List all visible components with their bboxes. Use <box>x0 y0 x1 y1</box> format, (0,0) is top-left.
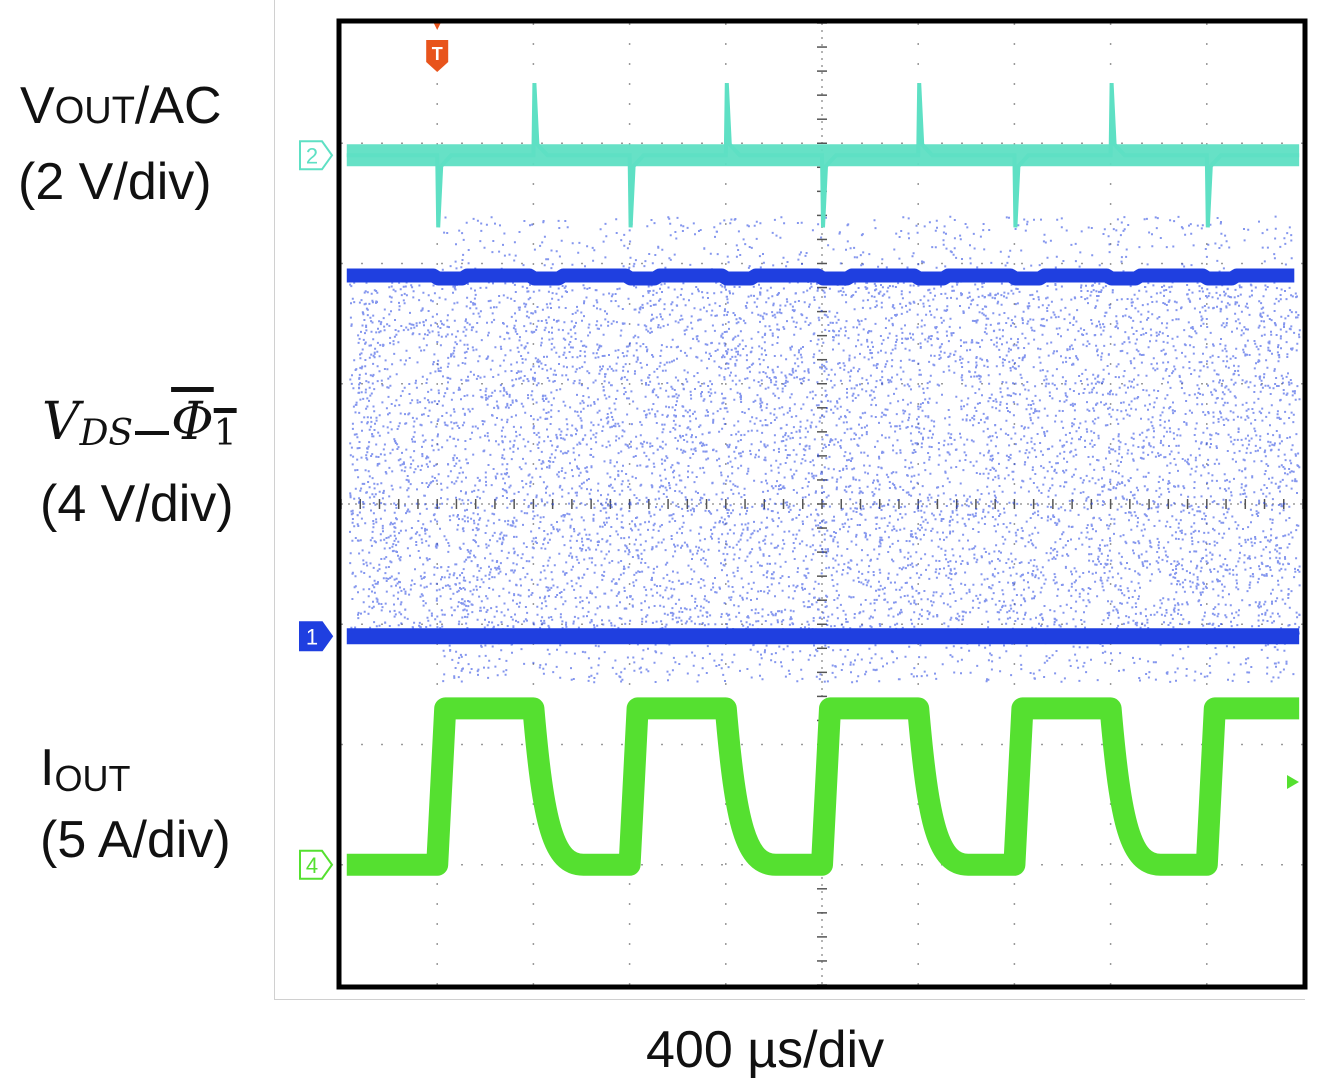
ch2-marker-shape <box>299 140 334 171</box>
ch2-marker: 2 <box>299 140 334 171</box>
ch4-marker: 4 <box>299 849 334 880</box>
vds-scale-label: (4 V/div) <box>40 475 234 533</box>
trigger-marker-tip <box>433 22 442 30</box>
trigger-marker: T <box>426 22 449 72</box>
plot-frame <box>336 18 1308 990</box>
vout-spikes <box>346 83 1300 228</box>
vds-high-rail <box>339 268 1297 286</box>
vout-label: VOUT/AC <box>20 80 222 132</box>
level-arrow <box>1287 775 1299 789</box>
vout-scale-label: (2 V/div) <box>18 153 212 211</box>
ch4-marker-text: 4 <box>306 853 318 878</box>
vds-label: VDS Φ1 <box>42 396 237 452</box>
iout-label: IOUT <box>40 739 130 797</box>
figure-border-left <box>274 0 275 1000</box>
ch4-marker-shape <box>299 849 334 880</box>
vds-label-one: 1 <box>213 413 237 454</box>
figure-border-bottom <box>274 999 1305 1000</box>
vds-label-v: V <box>42 392 80 452</box>
x-axis-label: 400 µs/div <box>646 1021 885 1079</box>
channel-markers: 2 1 4 T <box>299 22 1299 880</box>
vout-label-v: V <box>20 77 55 135</box>
vds-noise-dots <box>349 215 1301 684</box>
iout-label-out: OUT <box>54 758 131 799</box>
iout-scale-label: (5 A/div) <box>40 811 231 869</box>
vds-noise-fill <box>349 215 1301 684</box>
vds-label-ds: DS <box>79 413 134 454</box>
vout-label-out: OUT <box>54 90 135 132</box>
iout-square-wave <box>346 697 1300 876</box>
trigger-marker-text: T <box>432 44 443 64</box>
ch2-marker-text: 2 <box>306 143 318 168</box>
vout-label-ac: /AC <box>134 77 222 135</box>
ch1-marker-shape <box>299 621 334 652</box>
ch1-marker-text: 1 <box>306 624 318 649</box>
iout-label-i: I <box>40 739 55 797</box>
vds-label-phi: Φ <box>171 392 214 452</box>
trigger-marker-shape <box>426 40 449 72</box>
traces <box>339 83 1300 876</box>
ch1-marker: 1 <box>299 621 334 652</box>
